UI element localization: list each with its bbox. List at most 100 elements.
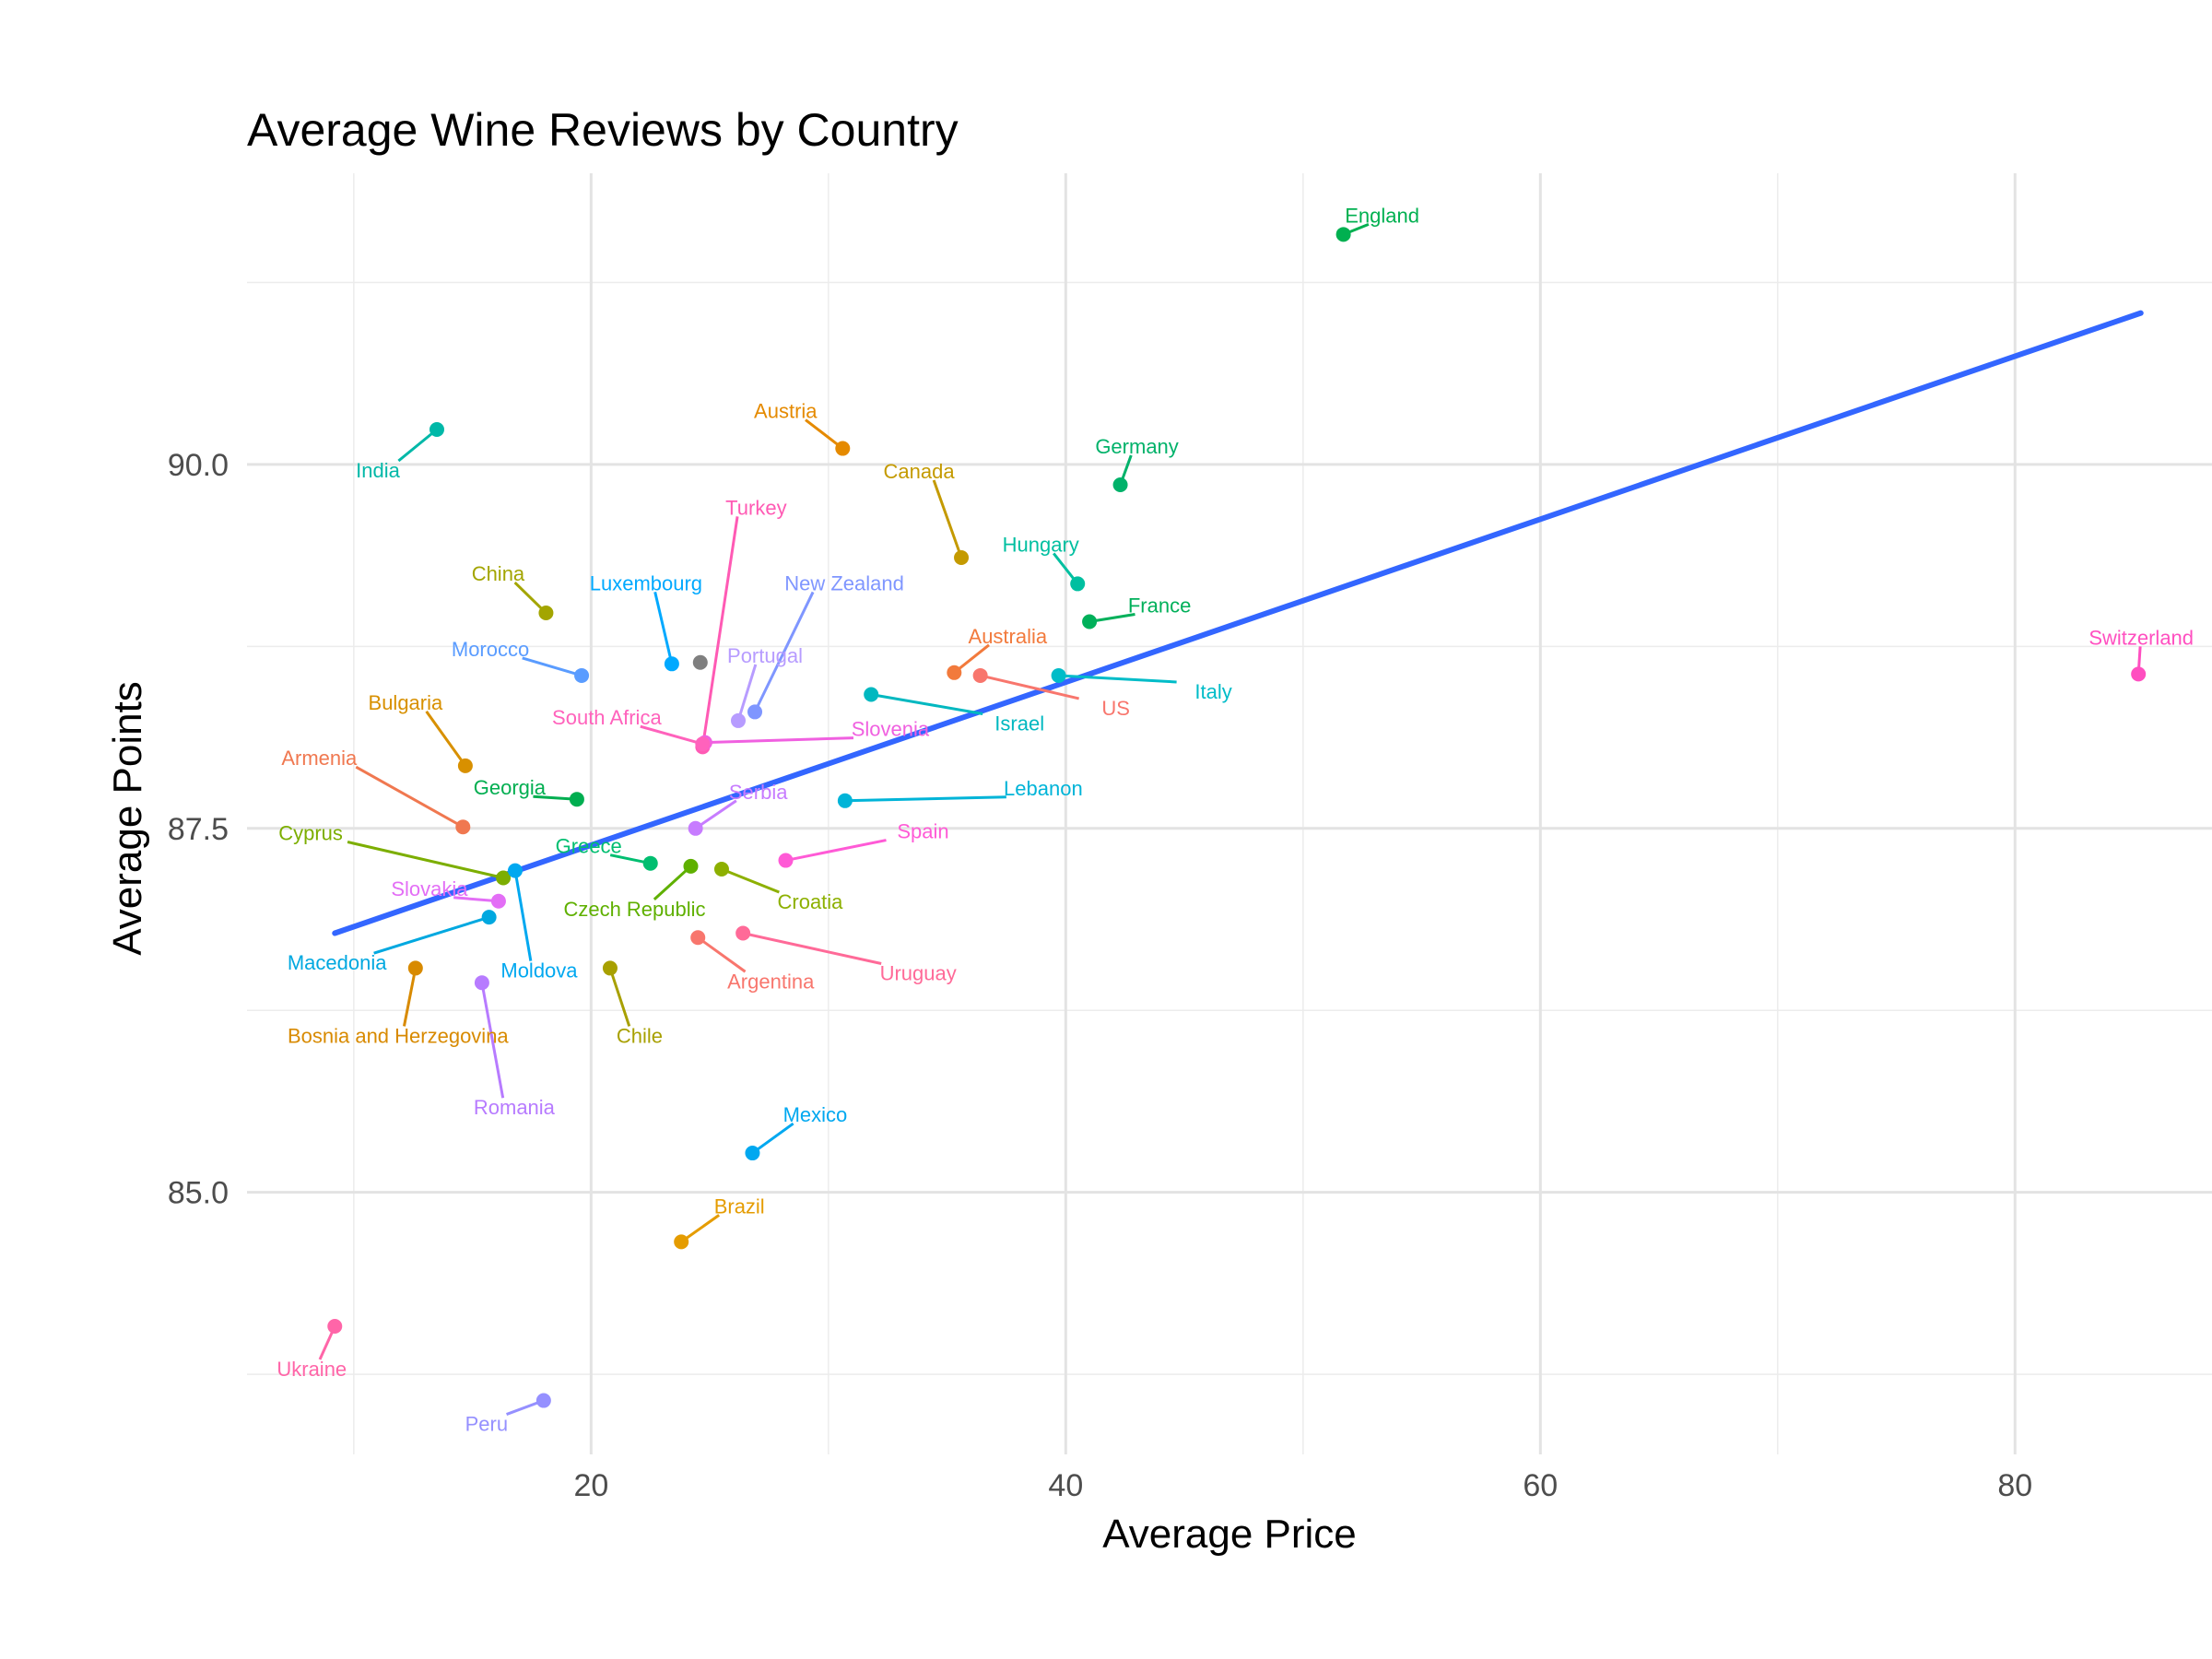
label-macedonia: Macedonia — [288, 951, 387, 974]
point-morocco — [574, 667, 590, 683]
point-australia — [947, 665, 962, 680]
point-lebanon — [837, 793, 853, 808]
label-italy: Italy — [1194, 680, 1231, 703]
point-croatia — [713, 862, 729, 877]
point-greece — [642, 855, 658, 871]
label-israel: Israel — [994, 712, 1044, 735]
label-turkey: Turkey — [725, 496, 786, 519]
point-luxembourg — [664, 656, 679, 672]
point-macedonia — [481, 910, 497, 925]
point-argentina — [690, 930, 706, 946]
leader-luxembourg — [653, 591, 674, 665]
leader-brazil — [680, 1214, 721, 1243]
label-switzerland: Switzerland — [2088, 626, 2194, 649]
axis-label-layer: 20 40 60 80 85.0 87.5 90.0 — [168, 448, 2032, 1503]
leader-us — [980, 674, 1079, 700]
label-australia: Australia — [969, 625, 1048, 648]
label-georgia: Georgia — [474, 776, 547, 799]
label-lebanon: Lebanon — [1004, 777, 1083, 800]
point-armenia — [455, 819, 471, 835]
label-ukraine: Ukraine — [276, 1358, 347, 1381]
label-uruguay: Uruguay — [880, 962, 957, 985]
leader-romania — [480, 982, 505, 1099]
point-england — [1335, 227, 1351, 242]
leader-new-zealand — [753, 591, 815, 713]
leader-france — [1088, 613, 1135, 623]
point-mexico — [745, 1146, 760, 1161]
leader-czech-republic — [653, 865, 692, 900]
grid-layer — [247, 173, 2212, 1454]
leader-south-africa — [640, 724, 703, 746]
leader-armenia — [355, 765, 465, 829]
label-armenia: Armenia — [281, 747, 358, 770]
leader-mexico — [751, 1122, 794, 1155]
label-us: US — [1101, 697, 1130, 720]
point-bulgaria — [457, 758, 473, 773]
leader-canada — [932, 479, 963, 559]
label-moldova: Moldova — [500, 959, 578, 982]
leader-croatia — [721, 867, 780, 894]
point-hungary — [1070, 576, 1086, 592]
y-tick-label: 87.5 — [168, 812, 229, 847]
point-unlabeled — [692, 654, 708, 670]
point-spain — [778, 853, 794, 868]
leader-turkey — [700, 516, 739, 747]
point-georgia — [569, 792, 584, 807]
leader-bosnia-and-herzegovina — [402, 968, 418, 1027]
point-new-zealand — [747, 704, 763, 720]
label-brazil: Brazil — [714, 1194, 765, 1218]
leader-portugal — [736, 664, 758, 722]
label-chile: Chile — [617, 1024, 663, 1047]
label-croatia: Croatia — [778, 890, 844, 913]
point-czech-republic — [683, 858, 699, 874]
point-romania — [474, 975, 489, 991]
point-moldova — [507, 863, 523, 878]
point-ukraine — [327, 1319, 343, 1334]
label-england: England — [1345, 204, 1419, 227]
label-portugal: Portugal — [727, 644, 803, 667]
label-india: India — [356, 459, 400, 482]
point-slovakia — [490, 893, 506, 909]
label-luxembourg: Luxembourg — [590, 571, 702, 594]
trend-line — [332, 310, 2144, 936]
y-tick-label: 85.0 — [168, 1176, 229, 1211]
label-greece: Greece — [556, 835, 622, 858]
leader-layer — [318, 222, 2142, 1416]
leader-uruguay — [742, 932, 882, 965]
point-switzerland — [2131, 666, 2147, 682]
point-uruguay — [735, 925, 751, 941]
x-tick-label: 20 — [573, 1468, 608, 1503]
label-france: France — [1128, 594, 1191, 618]
label-china: China — [472, 562, 525, 585]
label-slovakia: Slovakia — [391, 877, 468, 900]
x-tick-label: 80 — [1997, 1468, 2032, 1503]
leader-bulgaria — [425, 711, 467, 767]
leader-australia — [953, 643, 990, 674]
label-serbia: Serbia — [729, 781, 788, 804]
label-spain: Spain — [897, 820, 948, 843]
point-brazil — [674, 1234, 689, 1250]
leader-slovenia — [704, 736, 853, 745]
leader-israel — [870, 692, 983, 715]
label-slovenia: Slovenia — [852, 718, 930, 741]
y-tick-label: 90.0 — [168, 448, 229, 483]
leader-austria — [805, 418, 844, 450]
point-germany — [1112, 477, 1128, 493]
point-us — [972, 667, 988, 683]
point-india — [429, 422, 444, 437]
leader-cyprus — [347, 841, 504, 879]
leader-macedonia — [373, 915, 490, 955]
point-france — [1082, 614, 1098, 629]
label-canada: Canada — [883, 460, 955, 483]
label-peru: Peru — [465, 1413, 508, 1436]
x-axis-title: Average Price — [1102, 1512, 1357, 1557]
leader-slovakia — [453, 896, 500, 903]
label-new-zealand: New Zealand — [784, 571, 904, 594]
label-czech-republic: Czech Republic — [563, 898, 705, 921]
x-tick-label: 40 — [1048, 1468, 1083, 1503]
point-chile — [602, 960, 618, 976]
leader-italy — [1058, 674, 1177, 684]
leader-morocco — [522, 656, 582, 677]
label-argentina: Argentina — [727, 970, 815, 993]
